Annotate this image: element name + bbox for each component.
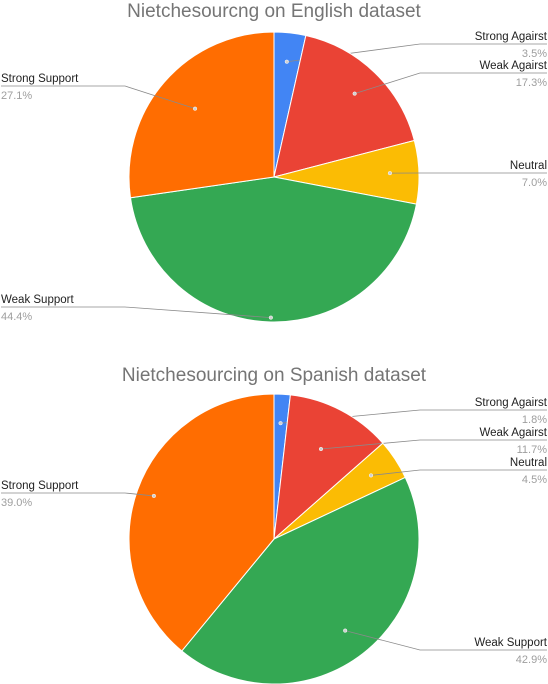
spanish-pie-slice-weak-support <box>181 476 420 684</box>
english-pie-slice-weak-support <box>129 176 418 323</box>
english-pie-slice-strong-support-value-label: 27.1% <box>1 90 32 102</box>
english-pie-slice-weak-against-leader-line <box>354 72 547 95</box>
english-pie-slice-strong-support <box>128 31 275 199</box>
spanish-pie-slice-weak-against-value-label: 11.7% <box>517 444 548 456</box>
english-pie-slice-weak-support-dot <box>268 315 273 320</box>
english-pie-slice-strong-against-dot <box>284 59 289 64</box>
english-pie-slice-neutral-dot <box>387 171 392 176</box>
english-pie-slice-weak-support-value-label: 44.4% <box>1 311 32 323</box>
english-pie-slice-strong-support-leader-line <box>1 85 196 110</box>
spanish-pie-slice-strong-support <box>128 393 275 652</box>
english-pie-slice-weak-support-label: Weak Support <box>1 294 74 306</box>
english-pie-slice-strong-support-dot <box>193 106 198 111</box>
english-pie-title: Nietchesourcng on English dataset <box>127 1 421 22</box>
english-pie-slice-strong-against-value-label: 3.5% <box>522 48 547 60</box>
spanish-pie-slice-weak-support-value-label: 42.9% <box>516 654 547 666</box>
english-pie-slice-neutral-value-label: 7.0% <box>522 177 547 189</box>
spanish-pie-slice-neutral-dot <box>368 473 374 478</box>
spanish-pie-slice-strong-support-value-label: 39.0% <box>1 497 32 509</box>
english-pie-slice-weak-against <box>273 34 415 178</box>
spanish-pie-slice-strong-against-dot <box>278 421 283 426</box>
spanish-pie-slice-weak-against <box>273 394 384 541</box>
spanish-pie-slice-neutral-value-label: 4.5% <box>522 474 547 486</box>
spanish-pie-slice-strong-support-leader-line <box>1 492 154 497</box>
spanish-pie-slice-strong-support-dot <box>151 493 156 498</box>
spanish-pie-title: Nietchesourcing on Spanish dataset <box>122 365 427 386</box>
english-pie-slice-neutral-label: Neutral <box>510 160 547 172</box>
english-pie-slice-weak-against-label: Weak Agairst <box>479 60 547 72</box>
english-pie-slice-weak-against-value-label: 17.3% <box>516 77 547 89</box>
spanish-pie-slice-neutral-label: Neutral <box>510 457 547 469</box>
english-pie-slice-weak-support-leader-line <box>1 306 271 319</box>
english-pie-slice-strong-support-label: Strong Support <box>1 73 79 85</box>
spanish-pie-slice-weak-support-dot <box>343 628 348 633</box>
spanish-pie-slice-strong-against-label: Strong Agairst <box>475 397 548 409</box>
english-pie-slice-weak-against-dot <box>352 91 357 96</box>
spanish-pie-slice-weak-support-leader-line <box>345 630 547 651</box>
spanish-pie-slice-strong-support-label: Strong Support <box>1 480 79 492</box>
spanish-pie-slice-weak-against-dot <box>318 446 324 452</box>
spanish-pie-slice-strong-against-value-label: 1.8% <box>522 414 547 426</box>
spanish-pie-slice-weak-against-label: Weak Agairst <box>479 427 547 439</box>
spanish-pie-slice-neutral-leader-line <box>370 469 547 476</box>
spanish-pie-slice-weak-against-leader-line <box>320 439 547 450</box>
english-pie-slice-strong-against-label: Strong Agairst <box>475 31 548 43</box>
spanish-pie-slice-weak-support-label: Weak Support <box>474 637 547 649</box>
